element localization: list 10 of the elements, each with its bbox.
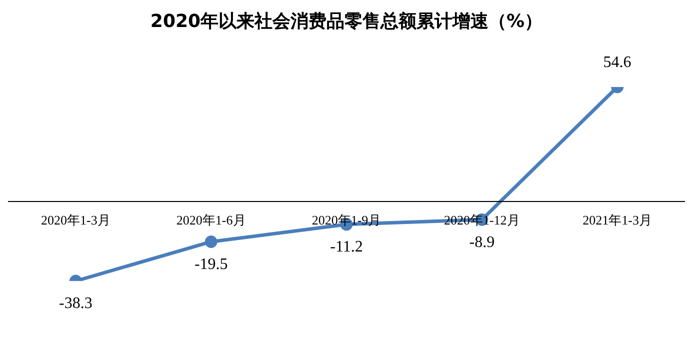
data-label: -11.2 <box>330 238 363 256</box>
data-label: -19.5 <box>194 256 228 273</box>
x-tick-label: 2020年1-6月 <box>176 212 246 228</box>
point <box>204 235 218 248</box>
chart-title: 2020年以来社会消费品零售总额累计增速（%） <box>149 10 544 33</box>
data-label: -38.3 <box>59 295 92 312</box>
data-label: -8.9 <box>469 234 495 251</box>
x-tick-label: 2020年1-3月 <box>41 212 110 228</box>
x-tick-label: 2021年1-3月 <box>582 212 652 228</box>
data-label: 54.6 <box>603 54 632 72</box>
